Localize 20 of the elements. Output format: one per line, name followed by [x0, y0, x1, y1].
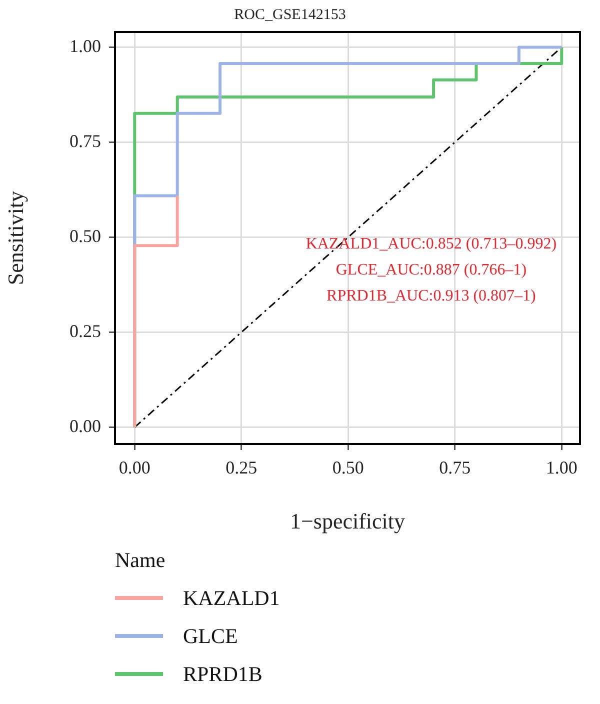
- x-axis-title: 1−specificity: [290, 508, 406, 534]
- y-tick-label: 0.75: [70, 130, 101, 151]
- legend-label: RPRD1B: [183, 662, 262, 686]
- y-tick-label: 0.25: [70, 320, 101, 341]
- y-tick-label: 1.00: [70, 36, 101, 56]
- legend-label: GLCE: [183, 624, 238, 648]
- chart-title: ROC_GSE142153: [234, 6, 346, 23]
- x-tick-label: 0.75: [439, 458, 471, 478]
- annotation: GLCE_AUC:0.887 (0.766–1): [336, 261, 527, 278]
- legend-label: KAZALD1: [183, 586, 280, 610]
- x-tick-label: 1.00: [546, 458, 578, 478]
- annotation: KAZALD1_AUC:0.852 (0.713–0.992): [306, 235, 557, 252]
- y-tick-label: 0.00: [70, 416, 101, 436]
- annotation: RPRD1B_AUC:0.913 (0.807–1): [326, 287, 536, 304]
- x-tick-label: 0.00: [118, 458, 150, 478]
- legend-title: Name: [115, 548, 166, 573]
- y-axis-title: Sensitivity: [2, 190, 28, 286]
- y-tick-label: 0.50: [70, 226, 101, 246]
- x-tick-label: 0.25: [226, 458, 258, 478]
- x-tick-label: 0.50: [332, 458, 364, 478]
